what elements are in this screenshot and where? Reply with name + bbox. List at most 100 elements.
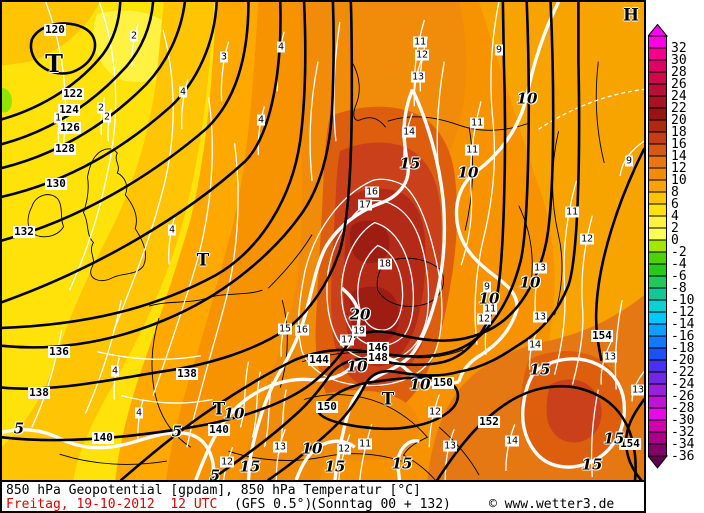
isotherm-label-bold: 10	[457, 163, 479, 182]
colorbar-tick-label: -30	[671, 413, 694, 428]
colorbar-cell	[648, 419, 667, 433]
isotherm-label: 13	[532, 262, 548, 274]
colorbar-tick-label: -2	[671, 245, 687, 260]
geopotential-label: 124	[58, 102, 80, 117]
colorbar-tick-label: -32	[671, 425, 694, 440]
isotherm-label: 13	[602, 351, 618, 363]
isotherm-label-bold: 20	[349, 305, 371, 324]
isotherm-label: 4	[167, 224, 177, 236]
isotherm-label: 17	[357, 199, 373, 211]
isotherm-label: 12	[579, 233, 595, 245]
colorbar-tick-label: 20	[671, 113, 687, 128]
colorbar-tick-label: -12	[671, 305, 694, 320]
colorbar-cell	[648, 71, 667, 85]
isotherm-label-bold: 10	[409, 375, 431, 394]
colorbar-cell	[648, 263, 667, 277]
colorbar-tick-label: -22	[671, 365, 694, 380]
colorbar-cell	[648, 407, 667, 421]
isotherm-label: 12	[414, 49, 430, 61]
colorbar-cell	[648, 431, 667, 445]
colorbar-tick-label: -28	[671, 401, 694, 416]
colorbar-cell	[648, 227, 667, 241]
weather-map-graphic	[2, 2, 644, 480]
geopotential-label: 140	[92, 430, 114, 445]
geopotential-label: 144	[308, 352, 330, 367]
isotherm-label: 14	[401, 126, 417, 138]
colorbar-cell	[648, 359, 667, 373]
geopotential-label: 150	[316, 399, 338, 414]
colorbar-tick-label: 24	[671, 89, 687, 104]
pressure-center-H: H	[622, 5, 640, 26]
isotherm-label-bold: 15	[391, 454, 413, 473]
isotherm-label-bold: 5	[13, 419, 25, 438]
isotherm-label: 18	[377, 258, 393, 270]
isotherm-label: 9	[482, 281, 492, 293]
isotherm-label: 12	[427, 406, 443, 418]
isotherm-label: 13	[442, 440, 458, 452]
isotherm-label: 12	[336, 443, 352, 455]
isotherm-label-bold: 15	[239, 457, 261, 476]
map-panel: 120 122 124 126 128 130 132 136 138 138 140 140 144 1…	[0, 0, 646, 482]
isotherm-label: 4	[110, 365, 120, 377]
isotherm-label: 19	[351, 325, 367, 337]
colorbar-cell	[648, 215, 667, 229]
geopotential-label: 120	[44, 22, 66, 37]
colorbar-tick-label: -36	[671, 449, 694, 464]
isotherm-label: 9	[494, 44, 504, 56]
isotherm-label: 13	[272, 441, 288, 453]
colorbar-cell	[648, 35, 667, 49]
colorbar-cell	[648, 143, 667, 157]
caption-model: (GFS 0.5°)	[234, 497, 313, 512]
isotherm-label-bold: 15	[399, 154, 421, 173]
colorbar-svg: 32302826242220181614121086420-2-4-6-8-10…	[646, 23, 695, 469]
colorbar-cell	[648, 347, 667, 361]
colorbar-cell	[648, 107, 667, 121]
colorbar-cell	[648, 155, 667, 169]
geopotential-label: 148	[367, 350, 389, 365]
colorbar-tick-label: -16	[671, 329, 694, 344]
isotherm-label: 13	[410, 71, 426, 83]
isotherm-label: 15	[277, 323, 293, 335]
colorbar-tick-label: -8	[671, 281, 687, 296]
isotherm-label-bold: 15	[324, 457, 346, 476]
geopotential-label: 152	[478, 414, 500, 429]
geopotential-label: 150	[432, 375, 454, 390]
isotherm-label-bold: 10	[346, 357, 368, 376]
isotherm-label: 4	[178, 86, 188, 98]
isotherm-label: 11	[464, 144, 480, 156]
colorbar-tick-label: 14	[671, 149, 687, 164]
isotherm-label-bold: 10	[223, 404, 245, 423]
colorbar-cell	[648, 119, 667, 133]
colorbar-cell	[648, 395, 667, 409]
isotherm-label: 14	[527, 339, 543, 351]
colorbar-tick-label: 4	[671, 209, 679, 224]
isotherm-label-bold: 15	[603, 429, 625, 448]
colorbar-tick-label: -34	[671, 437, 695, 452]
colorbar-cell	[648, 371, 667, 385]
colorbar-tick-label: -10	[671, 293, 694, 308]
isotherm-label: 4	[276, 41, 286, 53]
geopotential-label: 132	[13, 224, 35, 239]
isotherm-label-bold: 10	[516, 89, 538, 108]
isotherm-label: 1	[53, 112, 63, 124]
colorbar-cell	[648, 95, 667, 109]
colorbar-cell	[648, 239, 667, 253]
geopotential-label: 146	[367, 340, 389, 355]
colorbar-cell	[648, 203, 667, 217]
isotherm-label: 12	[219, 456, 235, 468]
isotherm-label: 2	[96, 102, 106, 114]
colorbar-tick-label: -14	[671, 317, 695, 332]
isotherm-label: 13	[630, 384, 645, 396]
colorbar-tick-label: -20	[671, 353, 694, 368]
isotherm-label-bold: 5	[209, 466, 221, 482]
colorbar-tick-label: 8	[671, 185, 679, 200]
colorbar-cell	[648, 287, 667, 301]
geopotential-label: 154	[591, 328, 613, 343]
colorbar-cell	[648, 311, 667, 325]
isotherm-label: 13	[532, 311, 548, 323]
geopotential-label: 122	[62, 86, 84, 101]
colorbar-bottom-triangle	[646, 455, 669, 469]
colorbar-cell	[648, 47, 667, 61]
isotherm-label: 3	[219, 51, 229, 63]
isotherm-label: 11	[482, 303, 498, 315]
